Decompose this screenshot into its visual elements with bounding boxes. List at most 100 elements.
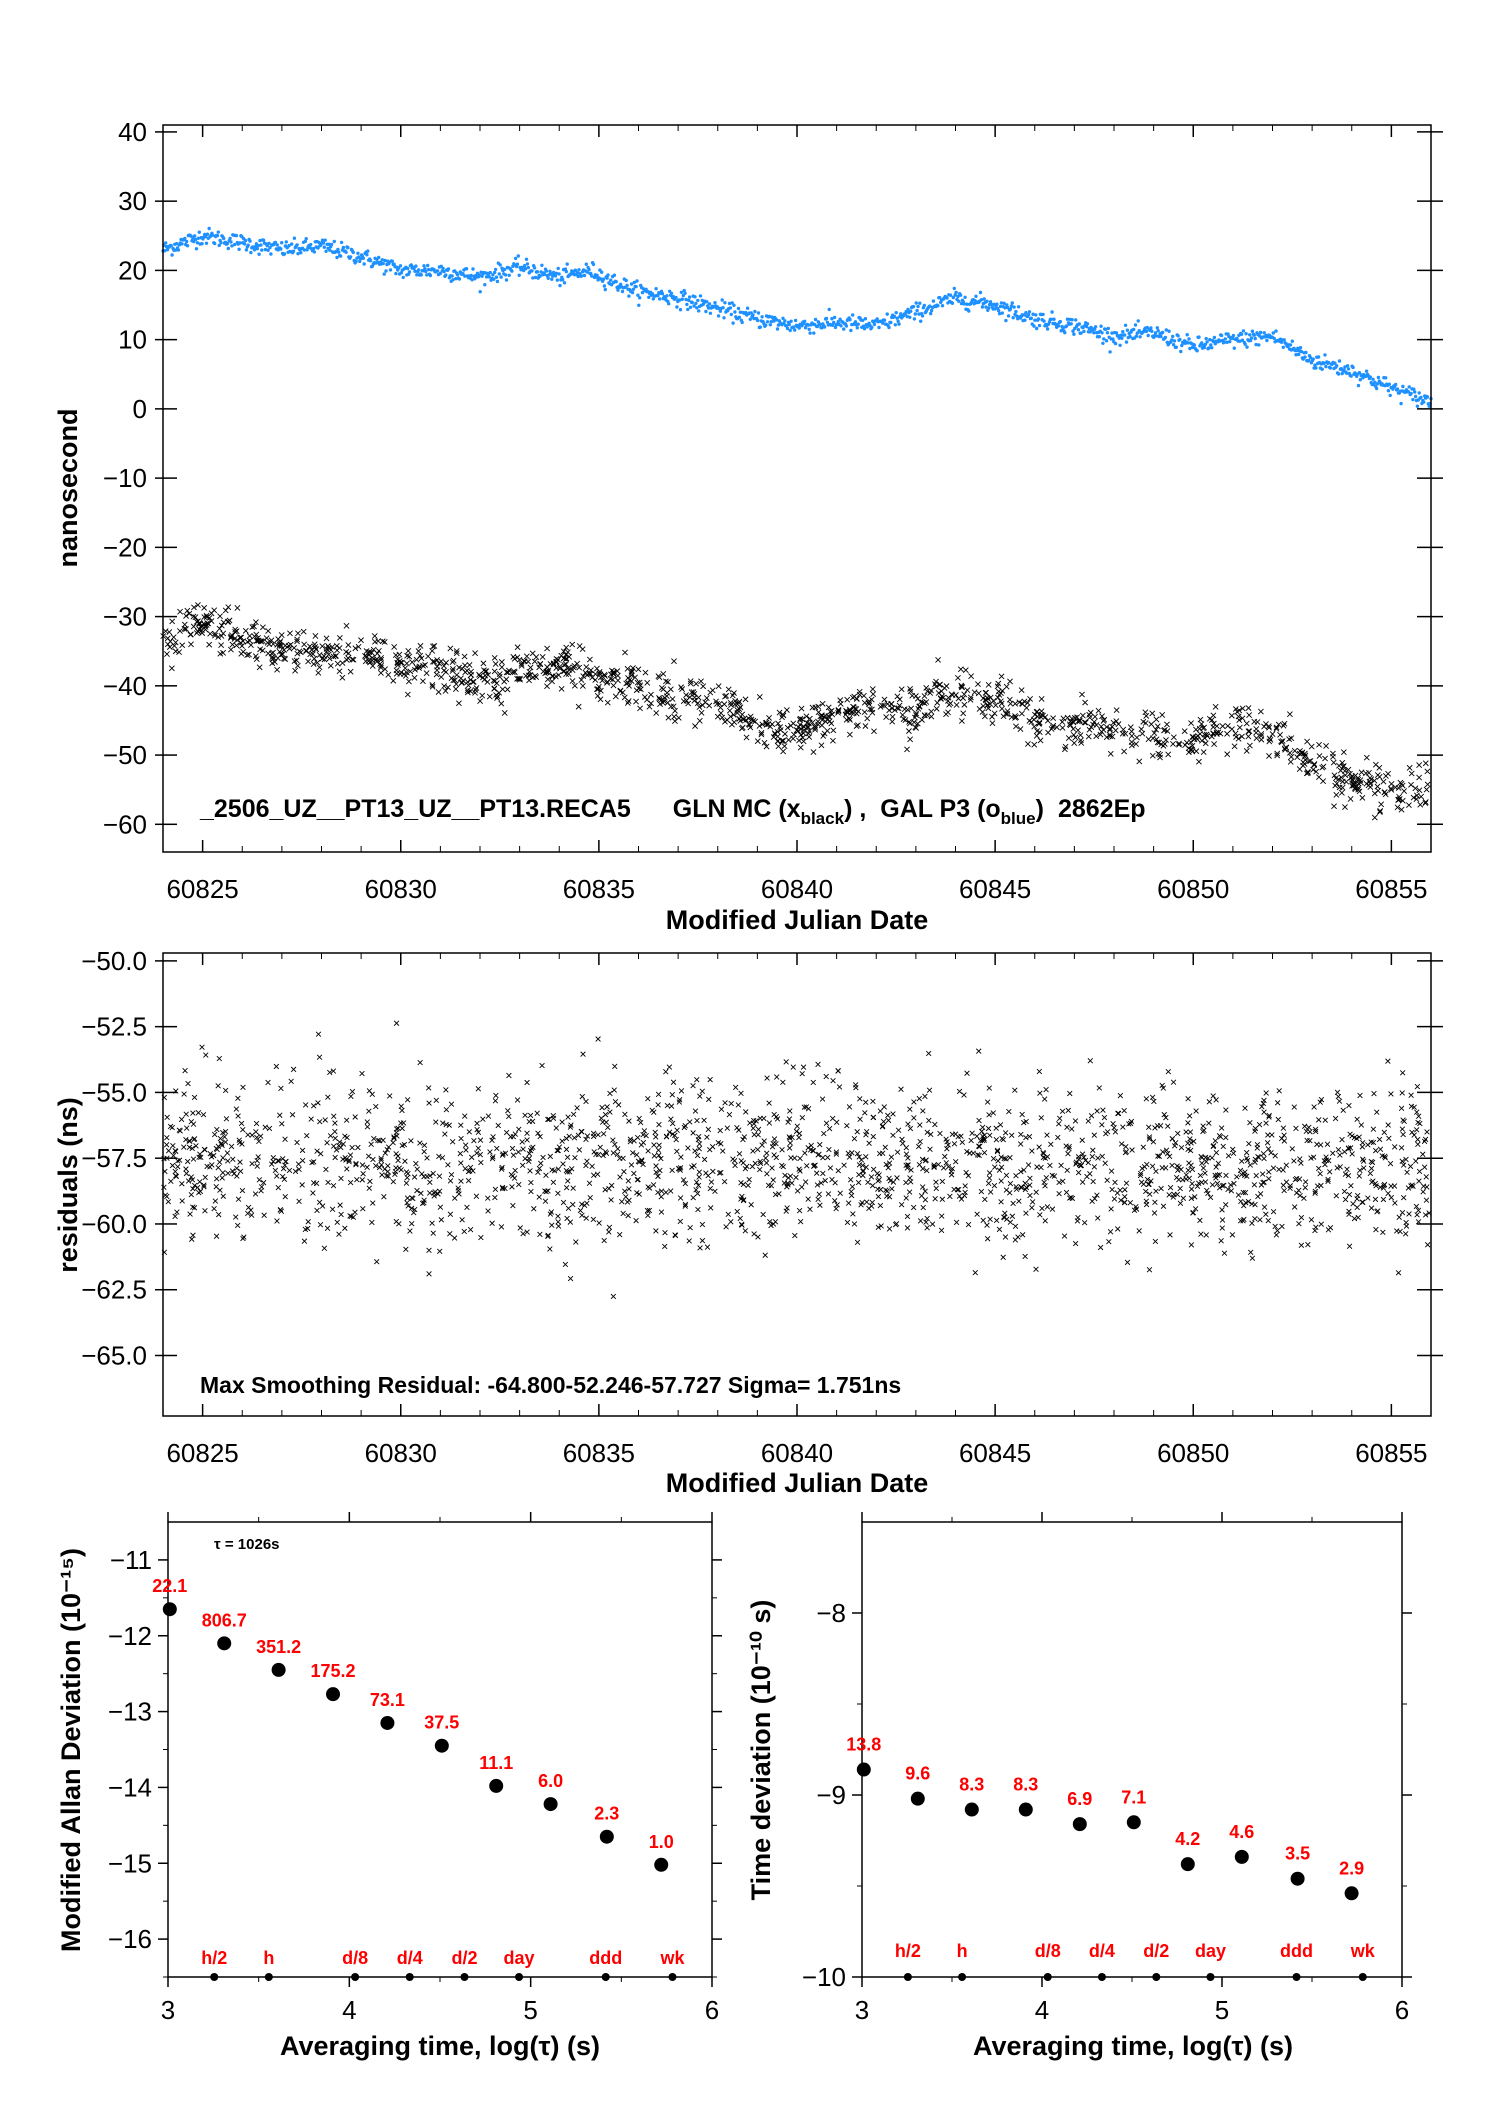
black-point xyxy=(1079,712,1086,719)
black-point xyxy=(491,668,498,675)
black-point xyxy=(998,673,1005,680)
black-point xyxy=(498,664,505,671)
blue-point xyxy=(729,312,733,317)
black-point xyxy=(404,652,411,659)
black-point xyxy=(797,731,804,738)
residual-point xyxy=(489,1137,495,1143)
residual-point xyxy=(787,1140,794,1146)
blue-point xyxy=(917,312,921,316)
residual-point xyxy=(817,1141,823,1148)
residual-point xyxy=(1122,1187,1128,1193)
residual-point xyxy=(1302,1179,1309,1185)
black-point xyxy=(1388,780,1395,787)
black-point xyxy=(1396,796,1403,802)
black-point xyxy=(492,661,499,667)
black-point xyxy=(1408,781,1414,788)
black-point xyxy=(824,727,831,734)
residual-point xyxy=(645,1184,651,1190)
residual-point xyxy=(651,1142,657,1148)
residual-point xyxy=(1244,1155,1250,1161)
black-point xyxy=(1416,787,1423,794)
residual-point xyxy=(903,1151,910,1157)
residual-point xyxy=(584,1158,590,1164)
residual-point xyxy=(904,1165,911,1171)
blue-point xyxy=(660,291,665,296)
residual-point xyxy=(583,1098,589,1105)
black-point xyxy=(195,621,202,627)
residual-point xyxy=(1252,1128,1258,1134)
residual-point xyxy=(942,1153,948,1160)
residual-point xyxy=(1158,1185,1164,1192)
residual-point xyxy=(214,1126,220,1133)
blue-point xyxy=(165,248,170,252)
residual-point xyxy=(958,1196,965,1202)
blue-point xyxy=(1248,333,1252,337)
black-point xyxy=(520,658,527,665)
blue-point xyxy=(1336,372,1341,376)
blue-point xyxy=(361,256,365,260)
black-point xyxy=(329,644,336,650)
residual-point xyxy=(1246,1140,1252,1147)
residual-point xyxy=(797,1168,803,1174)
residual-point xyxy=(980,1133,986,1140)
residual-point xyxy=(1391,1183,1398,1189)
residual-point xyxy=(755,1132,761,1138)
blue-point xyxy=(273,240,278,245)
blue-point xyxy=(740,320,744,325)
residual-point xyxy=(1340,1107,1346,1113)
residual-point xyxy=(708,1179,715,1185)
black-point xyxy=(309,651,316,657)
residual-point xyxy=(583,1162,589,1169)
residual-point xyxy=(856,1154,862,1160)
blue-point xyxy=(1022,313,1026,317)
residual-point xyxy=(1169,1162,1175,1169)
blue-point xyxy=(1063,331,1067,335)
blue-point xyxy=(267,241,271,246)
residual-point xyxy=(1145,1124,1152,1130)
blue-point xyxy=(1223,337,1228,341)
residual-point xyxy=(1114,1190,1121,1196)
blue-point xyxy=(1387,382,1392,386)
black-point xyxy=(276,641,283,648)
residual-point xyxy=(1414,1212,1420,1218)
residual-point xyxy=(570,1111,577,1118)
residual-point xyxy=(290,1066,297,1073)
blue-point xyxy=(1316,355,1321,359)
blue-point xyxy=(677,298,682,302)
residual-point xyxy=(1325,1176,1331,1183)
residual-point xyxy=(411,1206,418,1213)
black-point xyxy=(1401,788,1408,794)
residual-point xyxy=(198,1154,204,1161)
residual-point xyxy=(1153,1188,1159,1194)
residual-point xyxy=(583,1136,589,1143)
black-point xyxy=(192,614,199,621)
black-point xyxy=(780,737,786,744)
black-point xyxy=(715,683,722,690)
residual-point xyxy=(761,1115,767,1122)
blue-point xyxy=(853,320,858,324)
residual-point xyxy=(1012,1223,1019,1230)
blue-point xyxy=(634,284,638,289)
blue-point xyxy=(246,243,250,247)
residual-point xyxy=(514,1097,521,1103)
black-point xyxy=(1291,747,1298,754)
black-point xyxy=(716,701,723,707)
residual-point xyxy=(1404,1169,1410,1176)
blue-point xyxy=(1192,343,1197,347)
residual-point xyxy=(1178,1166,1184,1173)
residual-point xyxy=(286,1167,293,1174)
residual-point xyxy=(1301,1123,1308,1129)
residual-point xyxy=(866,1205,872,1212)
black-point xyxy=(1088,724,1095,731)
black-point xyxy=(1059,724,1066,731)
black-point xyxy=(1339,784,1346,791)
residual-point xyxy=(278,1085,284,1092)
black-point xyxy=(1418,793,1425,800)
blue-point xyxy=(1004,318,1008,323)
residual-point xyxy=(1240,1218,1246,1224)
black-point xyxy=(1106,727,1113,733)
blue-point xyxy=(849,328,853,333)
blue-point xyxy=(1122,333,1127,337)
blue-point xyxy=(979,298,984,302)
residual-point xyxy=(190,1204,196,1210)
